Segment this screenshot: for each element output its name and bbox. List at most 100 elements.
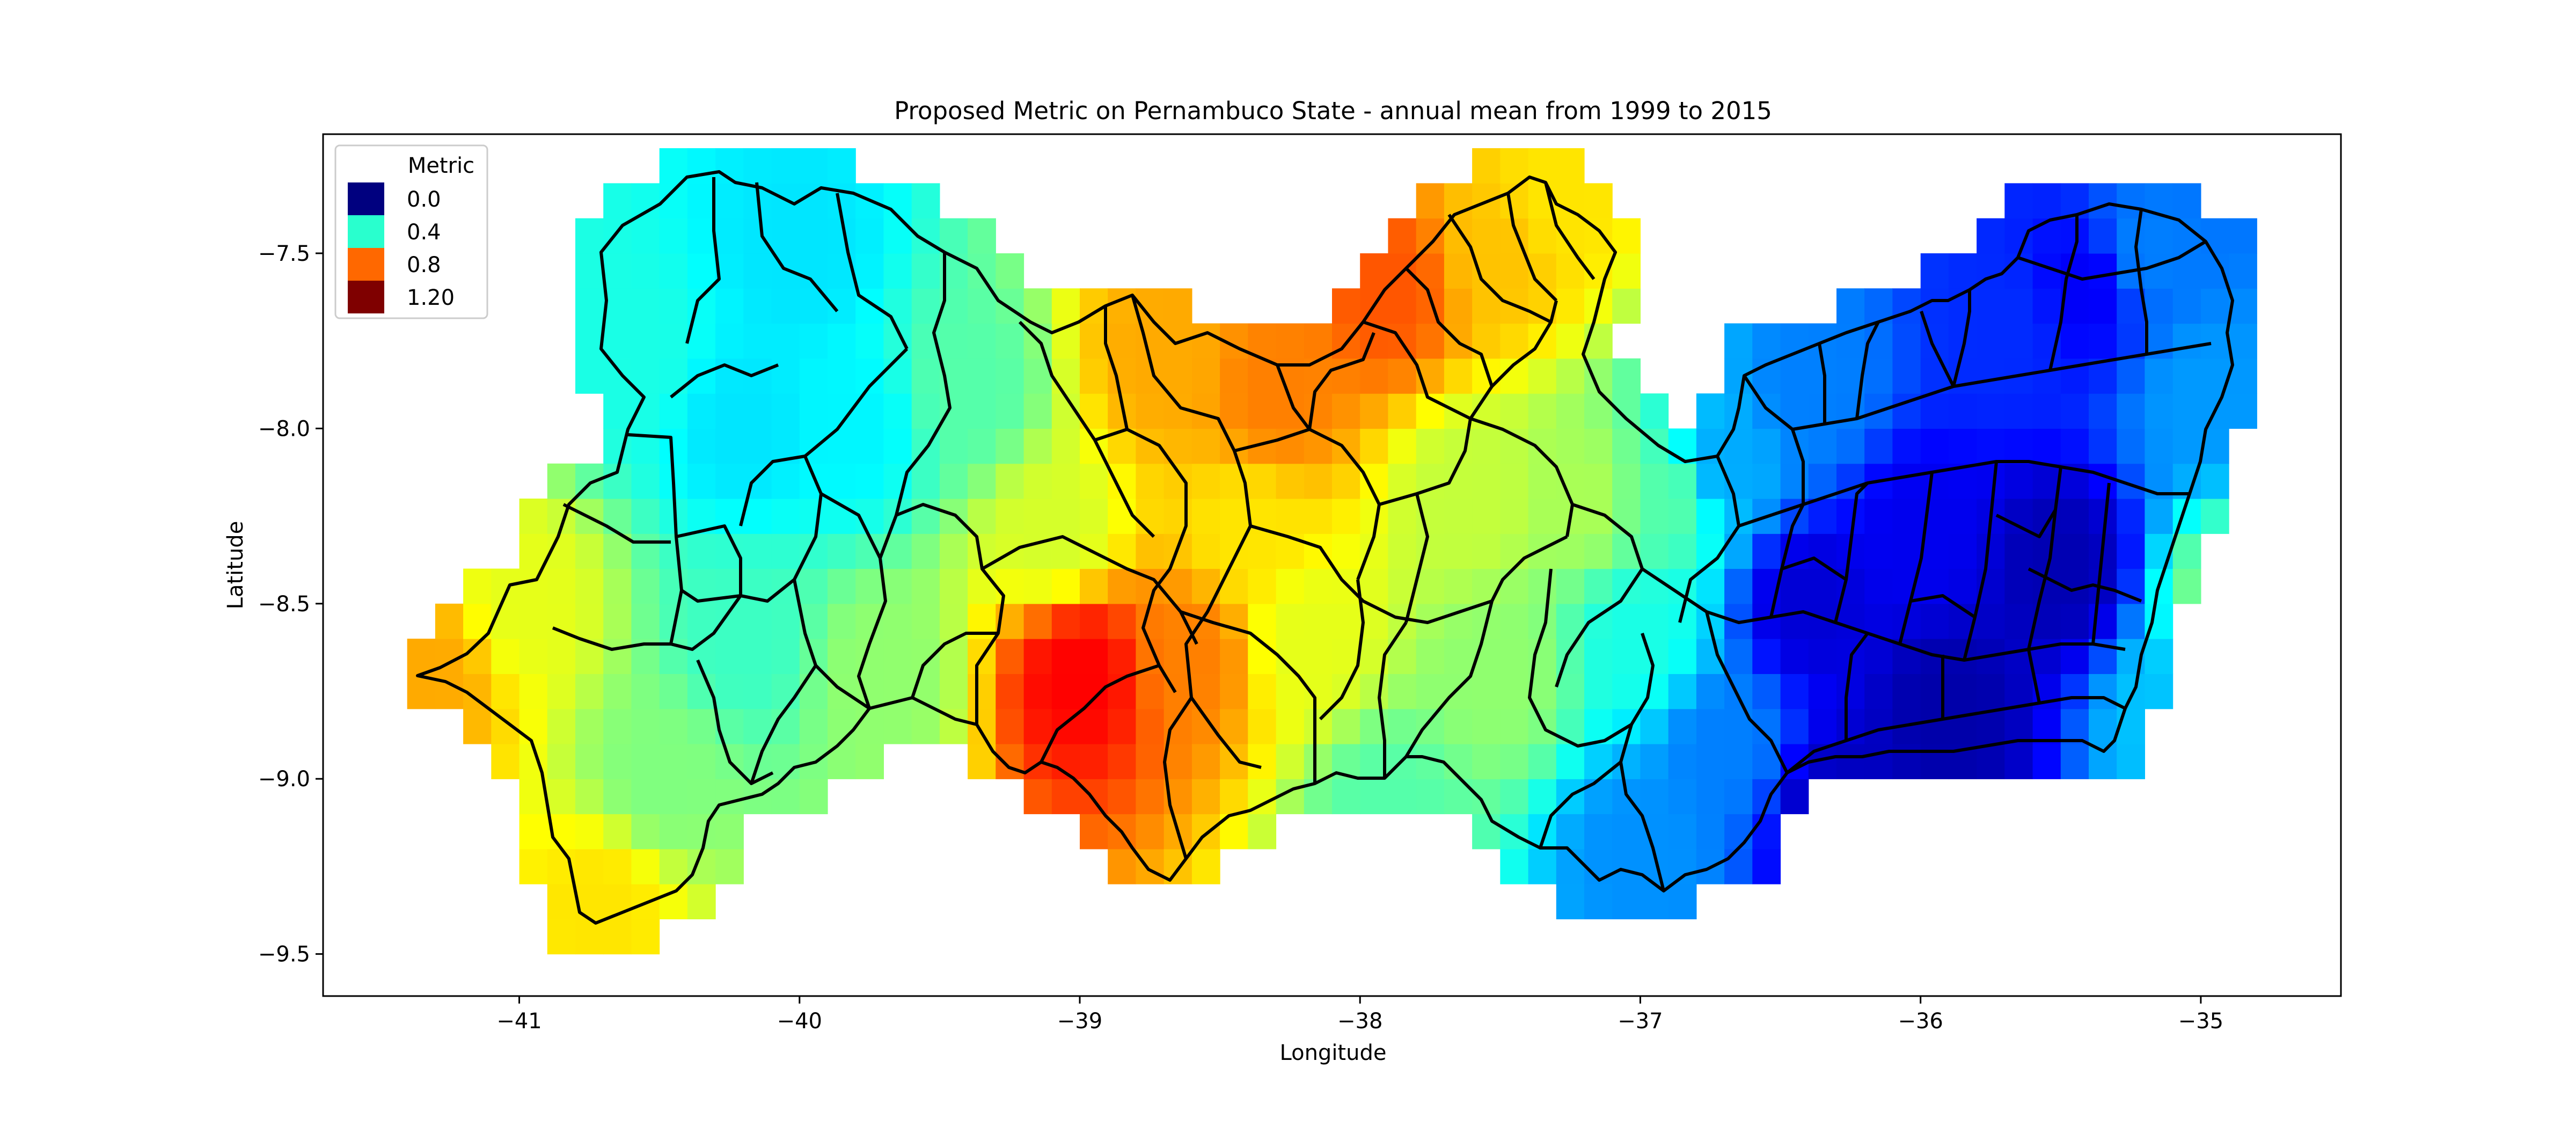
grid-cell xyxy=(1051,428,1080,464)
municipality-line xyxy=(1781,557,1847,581)
municipality-line xyxy=(1791,429,1805,504)
grid-cell xyxy=(1332,428,1360,464)
grid-cell xyxy=(519,568,548,604)
grid-cell xyxy=(1808,568,1837,604)
grid-cell xyxy=(1360,358,1388,394)
grid-cell xyxy=(1304,533,1333,569)
grid-cell xyxy=(1920,253,1949,289)
grid-cell xyxy=(1836,288,1865,324)
grid-cell xyxy=(715,848,744,884)
municipality-line xyxy=(1163,697,1193,859)
grid-cell xyxy=(1191,708,1220,744)
grid-cell xyxy=(1023,568,1052,604)
grid-cell xyxy=(659,393,688,429)
grid-cell xyxy=(1304,639,1333,674)
grid-cell xyxy=(1108,779,1136,815)
grid-cell xyxy=(883,603,912,639)
grid-cell xyxy=(771,603,800,639)
grid-cell xyxy=(631,674,660,709)
grid-cell xyxy=(2060,499,2089,534)
grid-cell xyxy=(519,674,548,709)
grid-cell xyxy=(1977,463,2005,499)
grid-cell xyxy=(1388,674,1417,709)
grid-cell xyxy=(1191,848,1220,884)
grid-cell xyxy=(1163,463,1192,499)
grid-cell xyxy=(631,499,660,534)
grid-cell xyxy=(1332,779,1360,815)
grid-cell xyxy=(911,603,940,639)
municipality-line xyxy=(1378,621,1408,778)
grid-cell xyxy=(2117,499,2145,534)
grid-cell xyxy=(1668,533,1697,569)
grid-cell xyxy=(1864,428,1893,464)
grid-cell xyxy=(2032,744,2061,779)
grid-cell xyxy=(1528,393,1557,429)
grid-cell xyxy=(687,218,716,254)
grid-cell xyxy=(2032,183,2061,219)
grid-cell xyxy=(968,218,996,254)
grid-cell xyxy=(575,568,604,604)
grid-cell xyxy=(547,639,576,674)
grid-cell xyxy=(911,393,940,429)
legend-label: 0.4 xyxy=(407,220,441,245)
grid-cell xyxy=(1724,428,1753,464)
grid-cell xyxy=(1584,428,1613,464)
grid-cell xyxy=(1977,708,2005,744)
grid-cell xyxy=(463,568,492,604)
grid-cell xyxy=(1500,848,1529,884)
grid-cell xyxy=(2032,358,2061,394)
grid-cell xyxy=(1472,148,1501,184)
grid-cell xyxy=(1556,814,1585,850)
grid-cell xyxy=(519,639,548,674)
grid-cell xyxy=(1023,708,1052,744)
grid-cell xyxy=(1276,463,1305,499)
grid-cell xyxy=(1556,744,1585,779)
grid-cell xyxy=(715,779,744,815)
grid-cell xyxy=(1696,499,1725,534)
grid-cell xyxy=(1640,603,1669,639)
grid-cell xyxy=(491,744,520,779)
grid-cell xyxy=(1696,568,1725,604)
grid-cell xyxy=(939,568,968,604)
grid-cell xyxy=(631,603,660,639)
grid-cell xyxy=(799,674,828,709)
grid-cell xyxy=(1892,288,1921,324)
grid-cell xyxy=(743,358,772,394)
grid-cell xyxy=(715,253,744,289)
grid-cell xyxy=(547,884,576,919)
grid-cell xyxy=(1191,744,1220,779)
grid-cell xyxy=(771,218,800,254)
grid-cell xyxy=(1500,708,1529,744)
grid-cell xyxy=(1332,499,1360,534)
grid-cell xyxy=(1444,639,1473,674)
grid-cell xyxy=(1864,674,1893,709)
grid-cell xyxy=(575,253,604,289)
grid-cell xyxy=(2004,568,2033,604)
grid-cell xyxy=(715,428,744,464)
grid-cell xyxy=(1023,603,1052,639)
municipality-line xyxy=(836,193,909,350)
grid-cell xyxy=(1948,533,1977,569)
metric-grid-cells xyxy=(407,148,2257,955)
grid-cell xyxy=(1472,674,1501,709)
grid-cell xyxy=(1808,428,1837,464)
municipality-line xyxy=(1995,509,2057,538)
grid-cell xyxy=(1528,323,1557,359)
grid-cell xyxy=(1444,253,1473,289)
grid-cell xyxy=(996,358,1024,394)
grid-cell xyxy=(1360,779,1388,815)
grid-cell xyxy=(2089,183,2117,219)
grid-cell xyxy=(1444,218,1473,254)
grid-cell xyxy=(883,428,912,464)
grid-cell xyxy=(1416,674,1445,709)
grid-cell xyxy=(1220,568,1248,604)
grid-cell xyxy=(2004,288,2033,324)
grid-cell xyxy=(1500,393,1529,429)
grid-cell xyxy=(1556,884,1585,919)
grid-cell xyxy=(1752,814,1781,850)
grid-cell xyxy=(547,463,576,499)
grid-cell xyxy=(1248,533,1277,569)
grid-cell xyxy=(491,674,520,709)
grid-cell xyxy=(1416,323,1445,359)
grid-cell xyxy=(1612,744,1641,779)
